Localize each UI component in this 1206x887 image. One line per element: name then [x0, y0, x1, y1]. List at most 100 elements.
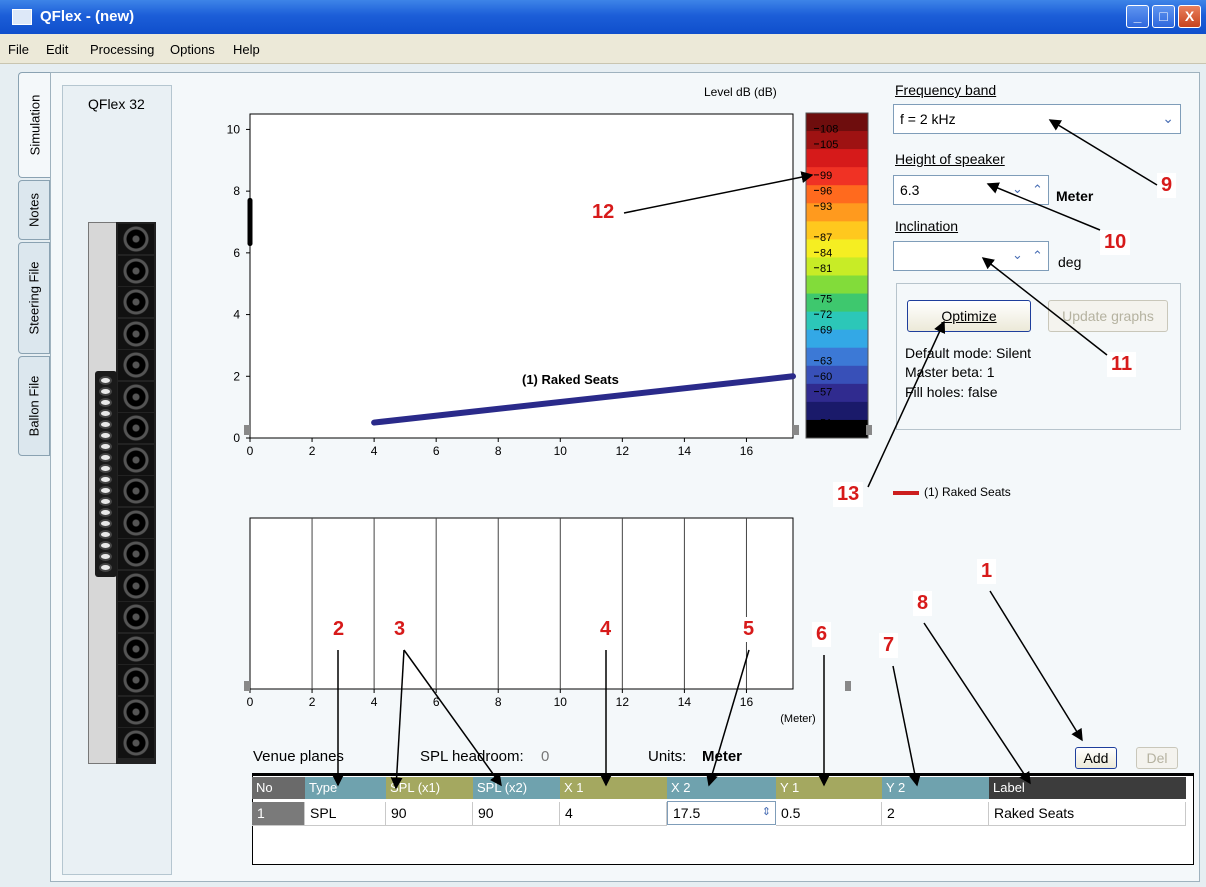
colorbar-segment: [806, 203, 868, 222]
table-cell[interactable]: Raked Seats: [989, 802, 1186, 826]
inclination-unit: deg: [1058, 254, 1082, 270]
close-button[interactable]: X: [1178, 5, 1201, 28]
menu-file[interactable]: File: [8, 42, 29, 57]
spin-down-icon[interactable]: ⌄: [1012, 181, 1023, 196]
frequency-select[interactable]: f = 2 kHz ⌄: [893, 104, 1181, 134]
spinner-icon[interactable]: ⇕: [761, 806, 771, 818]
tab-ballon-file[interactable]: Ballon File: [18, 356, 50, 456]
tweeter-icon: [99, 442, 112, 451]
tweeter-icon: [99, 530, 112, 539]
speaker-model: QFlex 32: [88, 96, 145, 112]
colorbar-segment: [806, 383, 868, 403]
units-value: Meter: [702, 748, 743, 765]
column-header[interactable]: No: [252, 777, 305, 799]
tab-steering-file[interactable]: Steering File: [18, 242, 50, 354]
x-tick-label: 14: [678, 444, 692, 458]
colorbar-tick-label: 108: [820, 123, 838, 135]
table-cell[interactable]: 17.5 ⇕: [667, 801, 776, 825]
spin-down-icon[interactable]: ⌄: [1012, 247, 1023, 262]
spl-scroll-handle-left[interactable]: [244, 681, 250, 691]
x-scroll-handle-left[interactable]: [244, 425, 250, 435]
table-cell[interactable]: 90: [386, 802, 473, 826]
colorbar-tick-label: 96: [820, 185, 832, 197]
x-scroll-handle-right[interactable]: [793, 425, 799, 435]
column-header[interactable]: X 2: [667, 777, 776, 799]
y-tick-label: 8: [233, 184, 240, 198]
colorbar-segment: [806, 221, 868, 240]
column-header[interactable]: X 1: [560, 777, 667, 799]
menu-help[interactable]: Help: [233, 42, 260, 57]
optimize-button[interactable]: Optimize: [907, 300, 1031, 332]
minimize-button[interactable]: _: [1126, 5, 1149, 28]
column-header[interactable]: Type: [305, 777, 386, 799]
x-tick-label: 4: [371, 444, 378, 458]
driver-icon: [118, 224, 154, 254]
tab-notes[interactable]: Notes: [18, 180, 50, 240]
colorbar-tick-label: 63: [820, 356, 832, 368]
maximize-button[interactable]: □: [1152, 5, 1175, 28]
driver-icon: [118, 381, 154, 412]
colorbar-tick-label: 72: [820, 309, 832, 321]
callout-label: 3: [390, 617, 410, 642]
table-cell[interactable]: SPL: [305, 802, 386, 826]
column-header[interactable]: SPL (x1): [386, 777, 473, 799]
tweeter-icon: [99, 541, 112, 550]
menu-options[interactable]: Options: [170, 42, 215, 57]
callout-label: 12: [588, 200, 619, 225]
menu-processing[interactable]: Processing: [90, 42, 155, 57]
column-header[interactable]: Y 1: [776, 777, 882, 799]
colorbar-segment: [806, 275, 868, 295]
tweeter-icon: [99, 552, 112, 561]
height-input[interactable]: 6.3 ⌄ ⌃: [893, 175, 1049, 205]
driver-icon: [118, 570, 154, 601]
driver-icon: [118, 602, 154, 632]
driver-icon: [118, 287, 154, 317]
column-header[interactable]: SPL (x2): [473, 777, 560, 799]
colorbar-frame: [805, 112, 869, 439]
column-header[interactable]: Y 2: [882, 777, 989, 799]
x-tick-label: 6: [433, 444, 440, 458]
colorbar-tick-label: 69: [820, 325, 832, 337]
colorbar-segment: [806, 311, 868, 331]
x-tick-label: 0: [247, 695, 254, 709]
spl-x-axis-label: (Meter): [780, 713, 815, 725]
spl-scroll-handle-right[interactable]: [845, 681, 851, 691]
table-cell[interactable]: 4: [560, 802, 667, 826]
tab-simulation[interactable]: Simulation: [18, 72, 50, 178]
y-tick-label: 2: [233, 369, 240, 383]
callout-label: 7: [879, 633, 899, 658]
x-tick-label: 0: [247, 444, 254, 458]
spin-up-icon[interactable]: ⌃: [1032, 248, 1043, 263]
units-label: Units:: [648, 748, 687, 765]
table-cell[interactable]: 90: [473, 802, 560, 826]
spin-up-icon[interactable]: ⌃: [1032, 182, 1043, 197]
add-button[interactable]: Add: [1075, 747, 1117, 769]
x-tick-label: 16: [740, 444, 754, 458]
driver-icon: [118, 318, 154, 349]
column-header[interactable]: Label: [989, 777, 1186, 799]
callout-label: 8: [913, 591, 933, 616]
colorbar-handle[interactable]: [866, 425, 872, 435]
colorbar-tick-label: 75: [820, 294, 832, 306]
tweeter-icon: [99, 486, 112, 495]
table-top-border: [252, 773, 1194, 776]
table-cell[interactable]: 0.5: [776, 802, 882, 826]
callout-label: 10: [1100, 230, 1131, 255]
menu-edit[interactable]: Edit: [46, 42, 69, 57]
update-graphs-button[interactable]: Update graphs: [1048, 300, 1168, 332]
callout-label: 9: [1157, 173, 1177, 198]
info-mode: Default mode: Silent: [905, 345, 1032, 361]
inclination-input[interactable]: ⌄ ⌃: [893, 241, 1049, 271]
colorbar-segment: [806, 113, 868, 132]
colorbar-segment: [806, 131, 868, 150]
height-label: Height of speaker: [895, 151, 1005, 167]
table-cell: 1: [252, 802, 305, 826]
tweeter-icon: [99, 420, 112, 429]
callout-label: 13: [833, 482, 864, 507]
colorbar-segment: [806, 167, 868, 186]
del-button[interactable]: Del: [1136, 747, 1178, 769]
table-cell[interactable]: 2: [882, 802, 989, 826]
driver-icon: [118, 444, 154, 475]
x-tick-label: 10: [554, 444, 568, 458]
driver-icon: [118, 255, 154, 286]
